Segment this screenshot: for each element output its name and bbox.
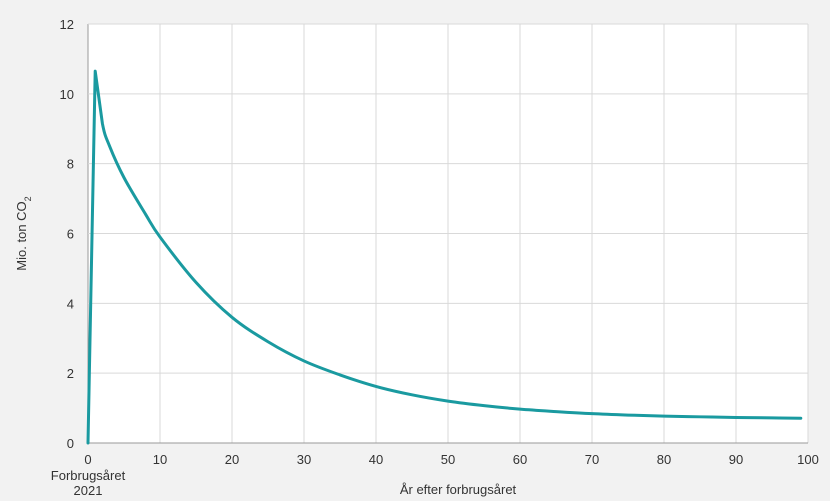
series-line <box>86 69 803 445</box>
x-tick-label: 60 <box>513 452 527 467</box>
x-first-tick-label-line1: Forbrugsåret <box>51 468 126 483</box>
x-tick-label: 0 <box>84 452 91 467</box>
y-tick-label: 0 <box>67 436 74 451</box>
y-tick-labels: 0 2 4 6 8 10 12 <box>60 17 74 451</box>
x-axis-title: År efter forbrugsåret <box>400 482 517 497</box>
x-tick-label: 80 <box>657 452 671 467</box>
x-tick-label: 40 <box>369 452 383 467</box>
x-tick-label: 10 <box>153 452 167 467</box>
y-tick-label: 4 <box>67 296 74 311</box>
x-tick-label: 100 <box>797 452 819 467</box>
x-tick-label: 20 <box>225 452 239 467</box>
y-tick-label: 8 <box>67 157 74 172</box>
y-axis-title-subscript: 2 <box>23 196 33 201</box>
x-tick-labels: 0 10 20 30 40 50 60 70 80 90 100 <box>84 452 818 467</box>
y-axis-title: Mio. ton CO2 <box>14 196 33 270</box>
y-axis-title-main: Mio. ton CO <box>14 201 29 270</box>
x-first-tick-label-line2: 2021 <box>74 483 103 498</box>
y-tick-label: 10 <box>60 87 74 102</box>
y-tick-label: 2 <box>67 366 74 381</box>
x-tick-label: 30 <box>297 452 311 467</box>
x-tick-label: 90 <box>729 452 743 467</box>
gridlines <box>87 23 809 444</box>
y-tick-label: 6 <box>67 227 74 242</box>
x-tick-label: 50 <box>441 452 455 467</box>
x-tick-label: 70 <box>585 452 599 467</box>
y-tick-label: 12 <box>60 17 74 32</box>
